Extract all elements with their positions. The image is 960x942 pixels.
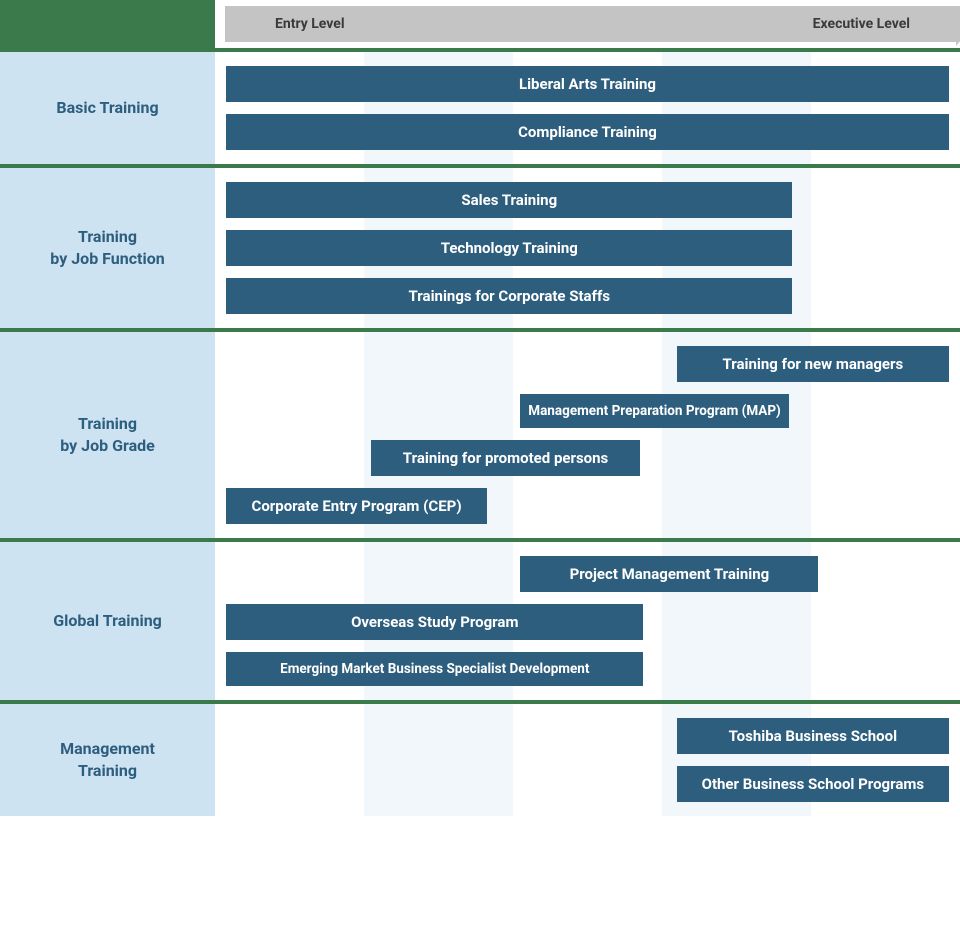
- level-scale: Entry Level Executive Level: [225, 0, 960, 48]
- section-row: Trainingby Job GradeTraining for new man…: [0, 332, 960, 542]
- training-bar: Technology Training: [226, 230, 792, 266]
- bars-group: Project Management Training Overseas Stud…: [215, 556, 960, 686]
- header-spacer: [215, 0, 225, 48]
- bars-group: Toshiba Business School Other Business Sc…: [215, 718, 960, 802]
- section-label: Trainingby Job Grade: [0, 332, 215, 538]
- section-row: Global TrainingProject Management Traini…: [0, 542, 960, 704]
- section-body: Sales Training Technology Training Trainin…: [215, 168, 960, 328]
- bars-group: Liberal Arts Training Compliance Training: [215, 66, 960, 150]
- section-label: ManagementTraining: [0, 704, 215, 816]
- section-label: Trainingby Job Function: [0, 168, 215, 328]
- scale-label-entry: Entry Level: [275, 16, 345, 32]
- section-label: Global Training: [0, 542, 215, 700]
- training-bar: Corporate Entry Program (CEP): [226, 488, 487, 524]
- training-bar: Emerging Market Business Specialist Deve…: [226, 652, 643, 686]
- header-row: Entry Level Executive Level: [0, 0, 960, 52]
- section-body: Project Management Training Overseas Stud…: [215, 542, 960, 700]
- section-row: Basic Training Liberal Arts Training Compl…: [0, 52, 960, 168]
- training-chart: Entry Level Executive Level Basic Traini…: [0, 0, 960, 816]
- training-bar: Project Management Training: [520, 556, 818, 592]
- training-bar: Trainings for Corporate Staffs: [226, 278, 792, 314]
- bars-group: Training for new managers Management Prep…: [215, 346, 960, 524]
- training-bar: Overseas Study Program: [226, 604, 643, 640]
- training-bar: Toshiba Business School: [677, 718, 949, 754]
- training-bar: Management Preparation Program (MAP): [520, 394, 788, 428]
- section-body: Toshiba Business School Other Business Sc…: [215, 704, 960, 816]
- section-label: Basic Training: [0, 52, 215, 164]
- scale-label-executive: Executive Level: [813, 16, 910, 32]
- training-bar: Training for new managers: [677, 346, 949, 382]
- training-bar: Compliance Training: [226, 114, 949, 150]
- section-row: Trainingby Job Function Sales Training Tec…: [0, 168, 960, 332]
- header-left-block: [0, 0, 215, 48]
- training-bar: Sales Training: [226, 182, 792, 218]
- sections-container: Basic Training Liberal Arts Training Compl…: [0, 52, 960, 816]
- section-body: Training for new managers Management Prep…: [215, 332, 960, 538]
- scale-arrow-icon: [956, 6, 960, 46]
- training-bar: Other Business School Programs: [677, 766, 949, 802]
- training-bar: Liberal Arts Training: [226, 66, 949, 102]
- section-row: ManagementTrainingToshiba Business Schoo…: [0, 704, 960, 816]
- bars-group: Sales Training Technology Training Trainin…: [215, 182, 960, 314]
- training-bar: Training for promoted persons: [371, 440, 639, 476]
- section-body: Liberal Arts Training Compliance Training: [215, 52, 960, 164]
